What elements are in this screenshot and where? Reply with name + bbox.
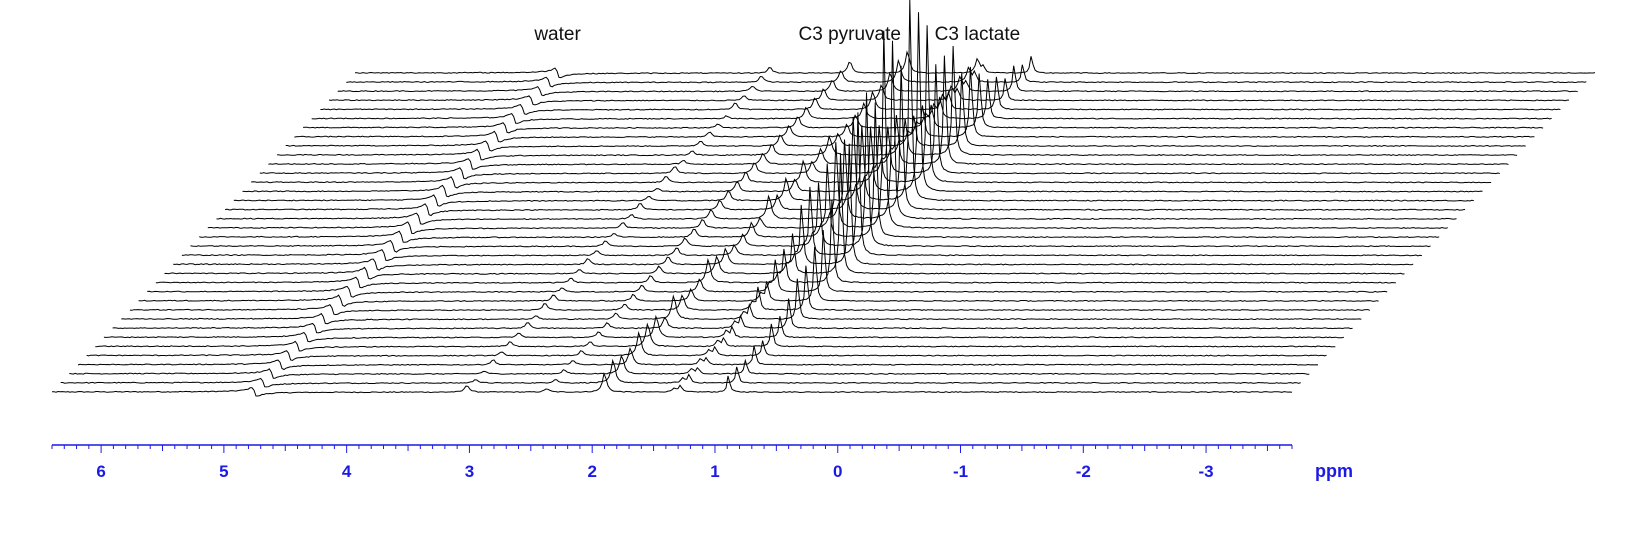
- tick-label: 6: [96, 462, 105, 481]
- spectrum-trace: [173, 143, 1414, 271]
- spectrum-trace: [95, 322, 1336, 352]
- spectrum-trace: [346, 58, 1587, 88]
- tick-label: -3: [1198, 462, 1213, 481]
- peak-label: C3 lactate: [935, 24, 1021, 45]
- spectrum-trace: [242, 12, 1483, 198]
- spectrum-trace: [164, 153, 1405, 280]
- spectrum-trace: [199, 102, 1440, 243]
- spectrum-trace: [233, 0, 1474, 207]
- spectrum-trace: [112, 298, 1353, 334]
- spectra-group: [52, 0, 1596, 397]
- spectrum-trace: [354, 50, 1596, 79]
- tick-label: 3: [465, 462, 474, 481]
- spectrum-trace: [207, 30, 1448, 235]
- spectrum-trace: [155, 199, 1396, 289]
- axis-unit-label: ppm: [1315, 461, 1353, 481]
- spectrum-trace: [129, 265, 1371, 316]
- spectrum-trace: [311, 79, 1552, 124]
- tick-label: 5: [219, 462, 228, 481]
- spectrum-trace: [251, 25, 1492, 189]
- spectrum-trace: [268, 55, 1509, 170]
- spectrum-trace: [303, 73, 1544, 134]
- ppm-axis: 6 5 4 3 2 1 0 -1 -2 -3 ppm: [51, 444, 1353, 481]
- spectrum-trace: [225, 65, 1466, 217]
- spectrum-trace: [259, 64, 1500, 180]
- spectrum-trace: [52, 372, 1293, 397]
- spectrum-trace: [69, 354, 1310, 379]
- spectrum-trace: [181, 112, 1422, 261]
- tick-label: -1: [953, 462, 968, 481]
- spectrum-trace: [216, 40, 1457, 225]
- spectrum-trace: [285, 73, 1526, 152]
- tick-label: 2: [587, 462, 596, 481]
- spectrum-trace: [103, 314, 1345, 343]
- tick-label: -2: [1076, 462, 1091, 481]
- peak-labels-group: water C3 pyruvate C3 lactate: [533, 24, 1020, 45]
- tick-label: 4: [342, 462, 352, 481]
- spectrum-trace: [86, 330, 1327, 361]
- spectrum-trace: [147, 229, 1388, 298]
- spectrum-trace: [190, 92, 1431, 253]
- spectrum-trace: [121, 278, 1362, 325]
- tick-label: 1: [710, 462, 719, 481]
- peak-label: water: [533, 24, 581, 45]
- spectrum-trace: [294, 66, 1535, 143]
- tick-label: 0: [833, 462, 842, 481]
- spectrum-trace: [328, 78, 1569, 106]
- spectrum-trace: [277, 45, 1518, 161]
- spectrum-trace: [337, 65, 1578, 97]
- spectrum-trace: [138, 246, 1379, 307]
- spectrum-trace: [60, 358, 1301, 388]
- spectrum-trace: [77, 345, 1319, 371]
- peak-label: C3 pyruvate: [799, 24, 901, 45]
- spectrum-trace: [320, 76, 1561, 115]
